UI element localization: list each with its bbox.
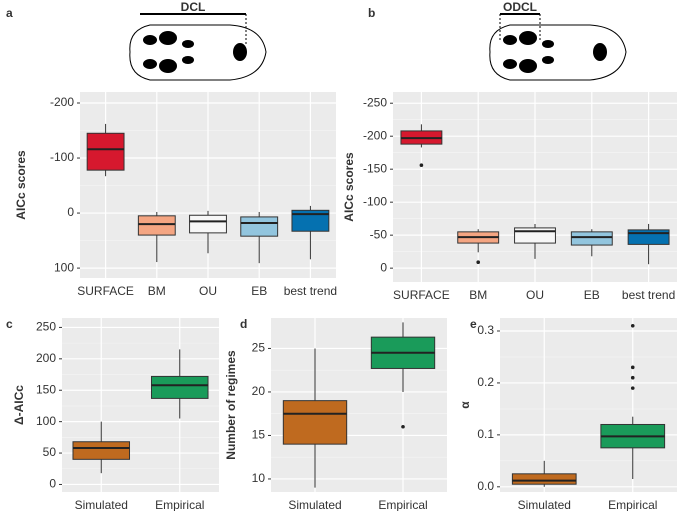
x-tick-label: OU xyxy=(526,288,544,302)
outlier xyxy=(419,163,424,168)
y-axis-title: Number of regimes xyxy=(224,350,238,460)
x-tick-label: BM xyxy=(469,288,487,302)
x-tick-label: Simulated xyxy=(518,498,571,511)
x-tick-label: BM xyxy=(148,284,166,298)
y-axis-title: α xyxy=(458,401,472,409)
outlier xyxy=(630,375,635,380)
x-tick-label: EB xyxy=(584,288,600,302)
x-tick-label: OU xyxy=(199,284,217,298)
y-tick-label: 150 xyxy=(36,382,56,396)
panel-letter: a xyxy=(6,6,13,20)
box xyxy=(240,216,279,237)
y-tick-label: -100 xyxy=(363,194,387,208)
y-tick-label: 0.1 xyxy=(477,427,494,441)
x-tick-label: SURFACE xyxy=(393,288,450,302)
box xyxy=(189,214,227,234)
y-tick-label: 0 xyxy=(67,205,74,219)
y-tick-label: -200 xyxy=(363,128,387,142)
y-tick-label: 25 xyxy=(252,341,266,355)
outlier xyxy=(476,260,481,265)
y-tick-label: 200 xyxy=(36,351,56,365)
x-tick-label: Empirical xyxy=(608,498,657,511)
box xyxy=(72,441,131,460)
y-tick-label: 10 xyxy=(252,471,266,485)
y-axis-title: AICc scores xyxy=(342,152,356,222)
box xyxy=(137,215,176,236)
box xyxy=(291,209,330,232)
outlier xyxy=(630,386,635,390)
skull-illustration-b xyxy=(489,13,627,81)
box xyxy=(627,229,670,245)
y-axis-title: AICc scores xyxy=(14,150,28,220)
x-tick-label: Empirical xyxy=(378,498,427,511)
box xyxy=(514,227,556,244)
y-tick-label: -250 xyxy=(363,95,387,109)
x-tick-label: SURFACE xyxy=(77,284,134,298)
box xyxy=(282,400,348,445)
plot-background xyxy=(62,318,219,492)
annotation: DCL xyxy=(181,0,206,14)
y-tick-label: 50 xyxy=(43,445,57,459)
annotation: ODCL xyxy=(503,0,537,14)
y-tick-label: 0.0 xyxy=(477,479,494,493)
x-tick-label: Simulated xyxy=(288,498,341,511)
box xyxy=(86,132,125,171)
panel-letter: e xyxy=(470,317,477,331)
panel-letter: c xyxy=(6,317,13,331)
y-axis-title: Δ-AICc xyxy=(12,385,26,425)
y-tick-label: 20 xyxy=(252,384,266,398)
x-tick-label: Empirical xyxy=(155,498,204,511)
x-tick-label: best trend xyxy=(622,288,675,302)
y-tick-label: 250 xyxy=(36,320,56,334)
outlier xyxy=(630,323,635,328)
x-tick-label: EB xyxy=(251,284,267,298)
panel-letter: d xyxy=(240,317,247,331)
skull-illustration-a xyxy=(129,13,267,81)
outlier xyxy=(401,424,405,429)
y-tick-label: -50 xyxy=(370,227,388,241)
x-tick-label: best trend xyxy=(284,284,337,298)
y-tick-label: 100 xyxy=(36,414,56,428)
panel-letter: b xyxy=(368,6,375,20)
y-tick-label: 0 xyxy=(380,260,387,274)
y-tick-label: -100 xyxy=(50,150,74,164)
y-tick-label: 0 xyxy=(49,477,56,491)
x-tick-label: Simulated xyxy=(75,498,128,511)
box xyxy=(150,375,209,399)
y-tick-label: 15 xyxy=(252,428,266,442)
y-tick-label: 0.2 xyxy=(477,375,494,389)
box xyxy=(511,473,577,485)
y-tick-label: -200 xyxy=(50,95,74,109)
plot-background xyxy=(500,318,677,492)
y-tick-label: 0.3 xyxy=(477,323,494,337)
y-tick-label: 100 xyxy=(54,260,74,274)
outlier xyxy=(630,365,635,370)
y-tick-label: -150 xyxy=(363,161,387,175)
box xyxy=(570,231,613,246)
